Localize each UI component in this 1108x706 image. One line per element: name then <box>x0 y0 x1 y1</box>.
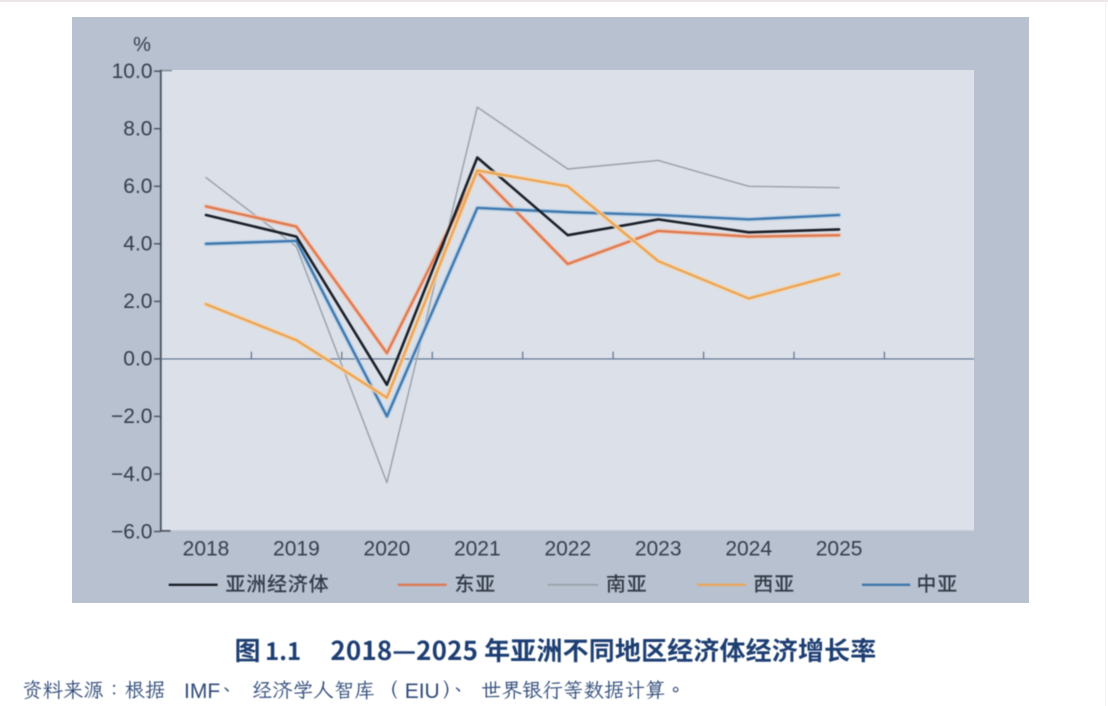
svg-text:2021: 2021 <box>454 538 501 561</box>
svg-text:2024: 2024 <box>725 538 772 561</box>
svg-text:6.0: 6.0 <box>123 175 152 198</box>
svg-text:0.0: 0.0 <box>123 348 152 371</box>
svg-text:IMF: IMF <box>184 680 220 703</box>
svg-text:4.0: 4.0 <box>123 233 152 256</box>
svg-text:2023: 2023 <box>635 538 682 561</box>
svg-text:2025: 2025 <box>816 538 863 561</box>
svg-text:2018: 2018 <box>183 538 230 561</box>
svg-text:%: % <box>133 34 151 56</box>
svg-text:10.0: 10.0 <box>112 60 153 83</box>
svg-text:−2.0: −2.0 <box>111 405 152 428</box>
svg-text:8.0: 8.0 <box>123 118 152 141</box>
svg-text:EIU: EIU <box>405 680 440 703</box>
svg-text:2020: 2020 <box>364 538 411 561</box>
svg-text:2019: 2019 <box>273 538 320 561</box>
svg-text:−6.0: −6.0 <box>111 520 152 543</box>
svg-text:2022: 2022 <box>544 538 591 561</box>
svg-text:−4.0: −4.0 <box>111 463 152 486</box>
svg-text:2.0: 2.0 <box>123 290 152 313</box>
